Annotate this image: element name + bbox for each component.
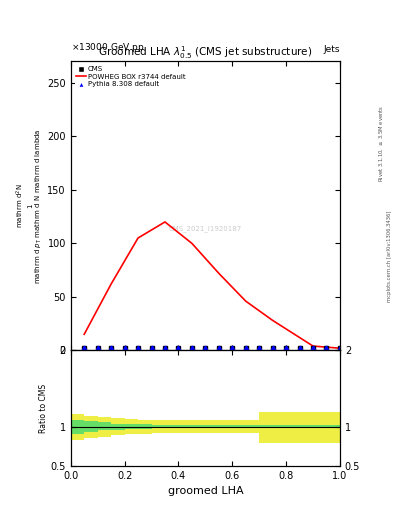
Text: Jets: Jets bbox=[323, 45, 340, 54]
Title: Groomed LHA $\lambda^{1}_{0.5}$ (CMS jet substructure): Groomed LHA $\lambda^{1}_{0.5}$ (CMS jet… bbox=[98, 45, 312, 61]
Text: $\times 13000$ GeV pp: $\times 13000$ GeV pp bbox=[71, 41, 144, 54]
Y-axis label: mathrm d$^2$N
1
mathrm d $p_\mathrm{T}$ mathrm d N mathrm d lambda: mathrm d$^2$N 1 mathrm d $p_\mathrm{T}$ … bbox=[15, 128, 44, 284]
Y-axis label: Ratio to CMS: Ratio to CMS bbox=[39, 383, 48, 433]
Text: Rivet 3.1.10, $\geq$ 3.5M events: Rivet 3.1.10, $\geq$ 3.5M events bbox=[377, 105, 385, 182]
Text: mcplots.cern.ch [arXiv:1306.3436]: mcplots.cern.ch [arXiv:1306.3436] bbox=[387, 210, 391, 302]
X-axis label: groomed LHA: groomed LHA bbox=[167, 486, 243, 496]
Legend: CMS, POWHEG BOX r3744 default, Pythia 8.308 default: CMS, POWHEG BOX r3744 default, Pythia 8.… bbox=[74, 65, 187, 89]
Text: CMS_2021_I1920187: CMS_2021_I1920187 bbox=[169, 226, 242, 232]
